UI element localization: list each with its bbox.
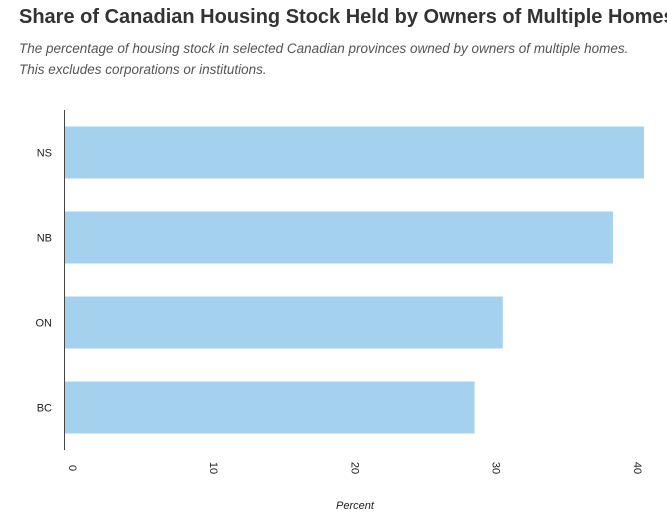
bar-ns [65,126,644,179]
chart-subtitle: The percentage of housing stock in selec… [19,41,629,77]
category-label-on: ON [36,318,53,330]
x-tick-label: 30 [490,462,502,474]
chart-title: Share of Canadian Housing Stock Held by … [19,6,667,28]
bar-bc [65,381,475,434]
x-tick-label: 20 [348,462,360,474]
bar-nb [65,211,613,264]
x-tick-label: 10 [207,462,219,474]
x-tick-label: 0 [66,465,78,471]
category-label-nb: NB [37,233,52,245]
bar-on [65,296,503,349]
x-tick-label: 40 [631,462,643,474]
category-label-bc: BC [37,403,52,415]
category-label-ns: NS [37,148,52,160]
x-axis-title: Percent [336,500,375,512]
